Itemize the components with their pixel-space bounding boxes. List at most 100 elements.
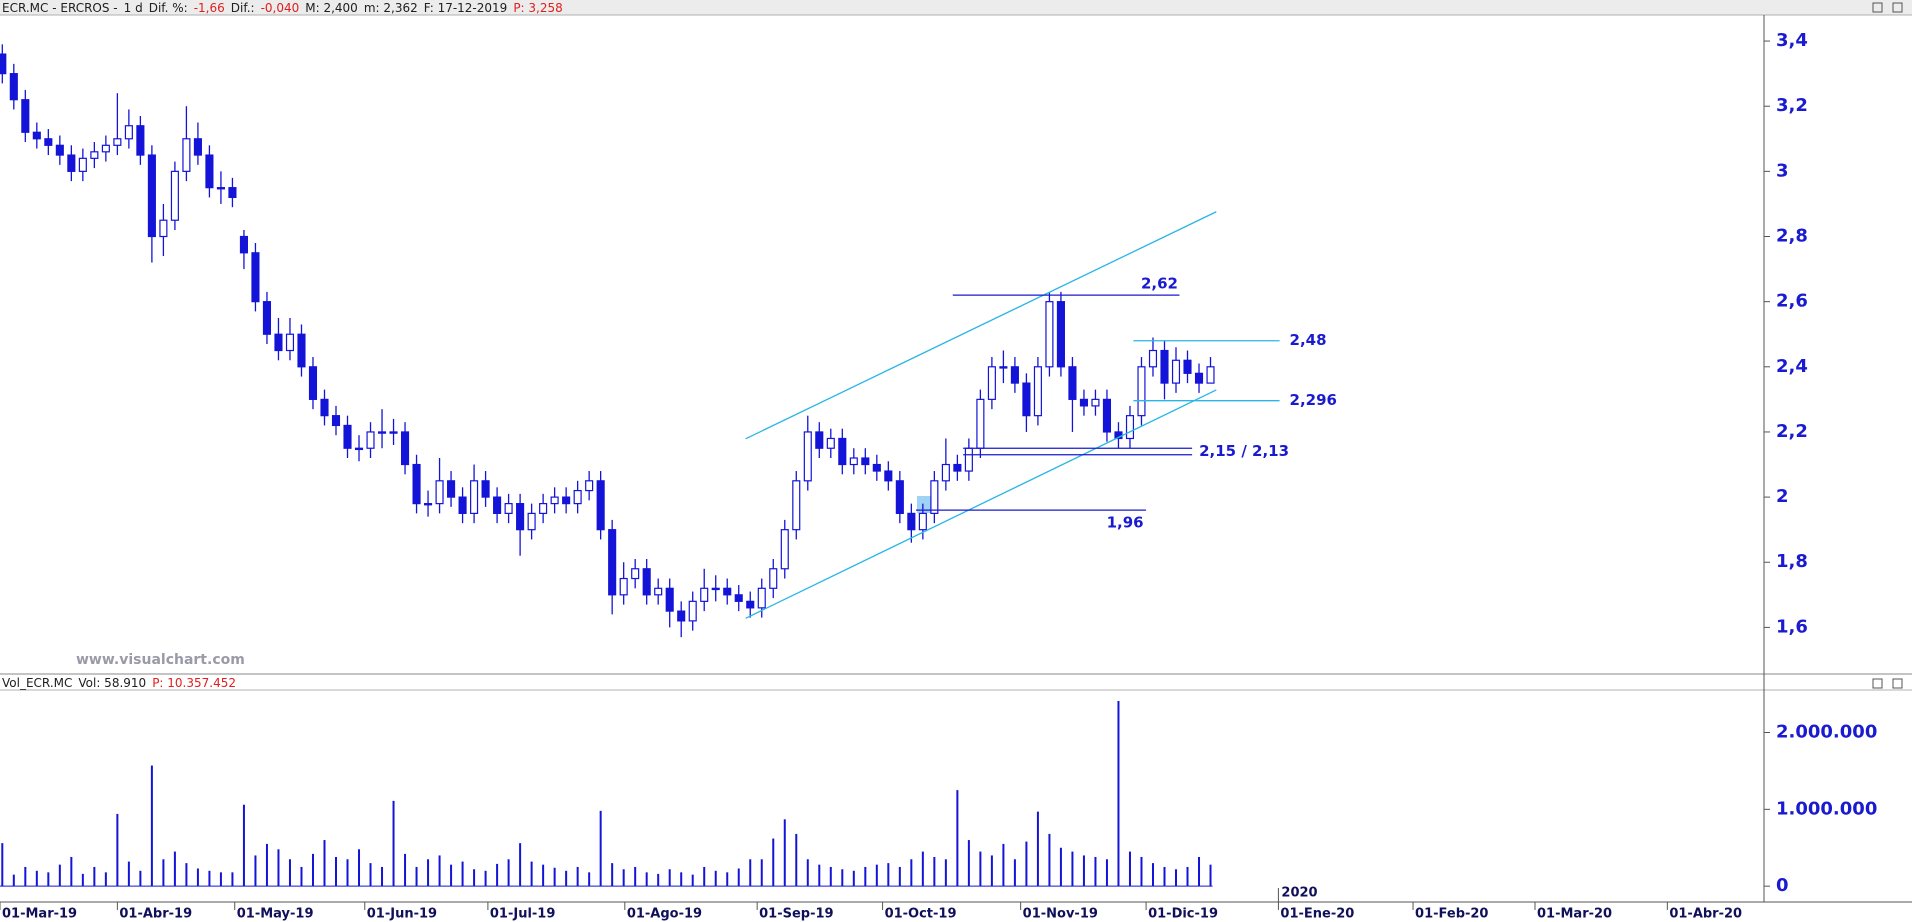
volume-bar <box>1198 856 1201 887</box>
candle-body <box>941 463 950 482</box>
window-button[interactable] <box>1892 678 1903 689</box>
header-part: m: 2,362 <box>364 1 418 15</box>
candle-body <box>769 568 778 589</box>
candle-body <box>815 431 824 449</box>
watermark: www.visualchart.com <box>76 652 245 668</box>
volume-bar <box>219 872 222 887</box>
volume-bar <box>335 856 337 887</box>
volume-bar <box>852 870 855 887</box>
volume-bar <box>875 864 878 887</box>
candle-body <box>124 125 133 140</box>
volume-bar <box>599 810 602 887</box>
volume-bar <box>565 870 568 887</box>
window-button[interactable] <box>1872 678 1883 689</box>
window-button[interactable] <box>1892 2 1903 13</box>
volume-bar <box>726 872 729 887</box>
candle-body <box>1183 359 1192 374</box>
candle-body <box>1091 398 1100 407</box>
volume-bar <box>415 866 418 887</box>
volume-bar <box>323 840 326 887</box>
level-label: 2,15 / 2,13 <box>1199 442 1289 460</box>
y-tick-label: 2,6 <box>1776 291 1808 312</box>
x-tick-label: 01-Nov-19 <box>1023 907 1098 922</box>
x-tick-label: 01-Mar-20 <box>1537 907 1612 922</box>
volume-bar <box>990 855 993 887</box>
candle-body <box>884 470 893 482</box>
candle-body <box>216 187 225 190</box>
candle-body <box>285 333 295 352</box>
y-tick-label: 3,4 <box>1776 30 1808 51</box>
volume-bar <box>104 872 107 887</box>
volume-bar <box>81 873 84 887</box>
candle-body <box>803 431 812 482</box>
candle-body <box>688 600 697 622</box>
volume-bar <box>887 863 890 887</box>
volume-bar <box>1036 811 1039 887</box>
candle-body <box>631 568 640 580</box>
volume-bar <box>473 869 476 887</box>
candle-body <box>654 587 663 596</box>
volume-bar <box>979 851 982 887</box>
volume-header: Vol_ECR.MC Vol: 58.910 P: 10.357.452 <box>2 676 236 690</box>
x-tick-label: 01-May-19 <box>237 907 314 922</box>
volume-bar <box>208 870 211 887</box>
volume-bar <box>116 813 119 887</box>
candle-body <box>585 480 594 492</box>
volume-bar <box>496 863 499 887</box>
candle-body <box>1068 366 1077 400</box>
candle-body <box>101 144 110 153</box>
volume-bar <box>231 872 234 887</box>
candle-body <box>239 235 248 254</box>
candle-body <box>1079 398 1088 407</box>
x-tick-label: 01-Sep-19 <box>759 907 833 922</box>
volume-bar <box>668 869 671 887</box>
candle-body <box>193 138 202 156</box>
candle-body <box>723 587 732 596</box>
volume-bar <box>173 851 176 887</box>
candle-body <box>849 457 858 466</box>
candle-body <box>377 431 387 434</box>
candle-body <box>447 480 456 498</box>
volume-bar <box>530 861 533 887</box>
volume-bar <box>760 859 763 887</box>
volume-bar <box>265 843 268 887</box>
candle-body <box>424 503 433 506</box>
volume-bar <box>1094 856 1097 887</box>
volume-bar <box>35 870 38 887</box>
x-tick-label: 01-Jul-19 <box>490 907 556 922</box>
y-tick-label: 2.000.000 <box>1776 721 1877 742</box>
volume-bar <box>1013 859 1016 887</box>
candle-body <box>1022 382 1031 417</box>
candle-body <box>1102 398 1112 433</box>
volume-bar <box>242 804 245 887</box>
candle-body <box>1206 366 1215 384</box>
candle-body <box>147 154 156 238</box>
candle-body <box>665 587 674 612</box>
volume-bar <box>461 861 464 887</box>
candle-body <box>297 333 306 368</box>
y-tick-label: 1.000.000 <box>1776 798 1877 819</box>
volume-bar <box>645 872 648 887</box>
candle-body <box>964 447 973 472</box>
candle-body <box>435 480 444 505</box>
volume-bar <box>714 870 717 887</box>
window-button[interactable] <box>1872 2 1883 13</box>
volume-bar <box>1151 863 1154 887</box>
header-part: Dif.: <box>231 1 255 15</box>
y-tick-label: 1,8 <box>1776 551 1808 572</box>
volume-bar <box>737 868 740 887</box>
header-part: F: 17-12-2019 <box>424 1 508 15</box>
x-tick-label: 01-Oct-19 <box>885 907 957 922</box>
volume-bar <box>427 859 430 887</box>
candle-body <box>999 366 1008 369</box>
candle-body <box>838 437 847 466</box>
candle-body <box>493 496 502 514</box>
volume-bar <box>277 849 280 887</box>
volume-bar <box>507 859 510 887</box>
volume-bar <box>783 819 786 887</box>
candle-body <box>907 512 916 531</box>
volume-bar <box>818 864 821 887</box>
volume-bar <box>910 859 913 887</box>
volume-bar <box>703 866 706 887</box>
header-part: Dif. %: <box>149 1 188 15</box>
